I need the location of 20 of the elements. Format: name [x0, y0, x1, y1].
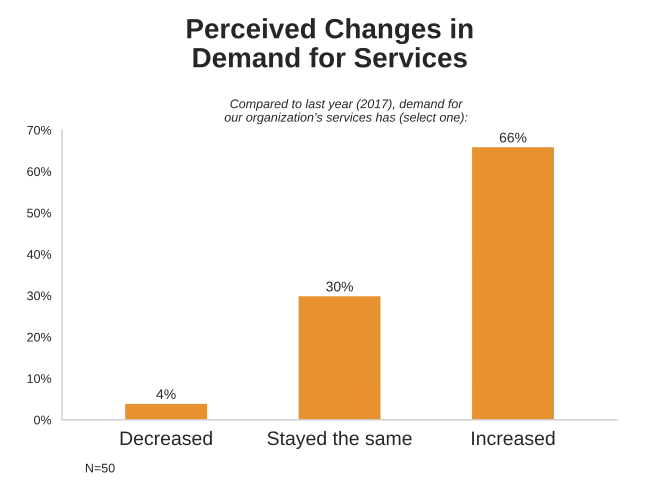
y-tick-label: 10%	[28, 374, 52, 384]
data-label: 4%	[156, 389, 176, 400]
bar	[297, 294, 382, 420]
y-tick-label: 70%	[27, 126, 52, 135]
chart-title: Perceived Changes in Demand for Services	[187, 18, 472, 68]
y-tick-label: 50%	[27, 208, 52, 218]
y-tick-label: 20%	[27, 332, 52, 342]
y-tick-label: 0%	[34, 416, 52, 424]
chart-subtitle: Compared to last year (2017), demand for our organization’s services has (select one):	[224, 99, 468, 124]
y-tick-label: 40%	[26, 250, 52, 259]
y-tick-label: 60%	[27, 167, 52, 176]
x-tick-label: Decreased	[120, 430, 212, 446]
x-tick-label: Stayed the same	[267, 430, 412, 450]
text: N=50	[86, 464, 115, 473]
bar	[124, 402, 208, 420]
data-label: 66%	[500, 132, 526, 142]
x-tick-label: Increased	[472, 430, 554, 446]
bar	[470, 146, 556, 420]
data-label: 30%	[326, 282, 353, 292]
y-tick-label: 30%	[27, 291, 52, 300]
